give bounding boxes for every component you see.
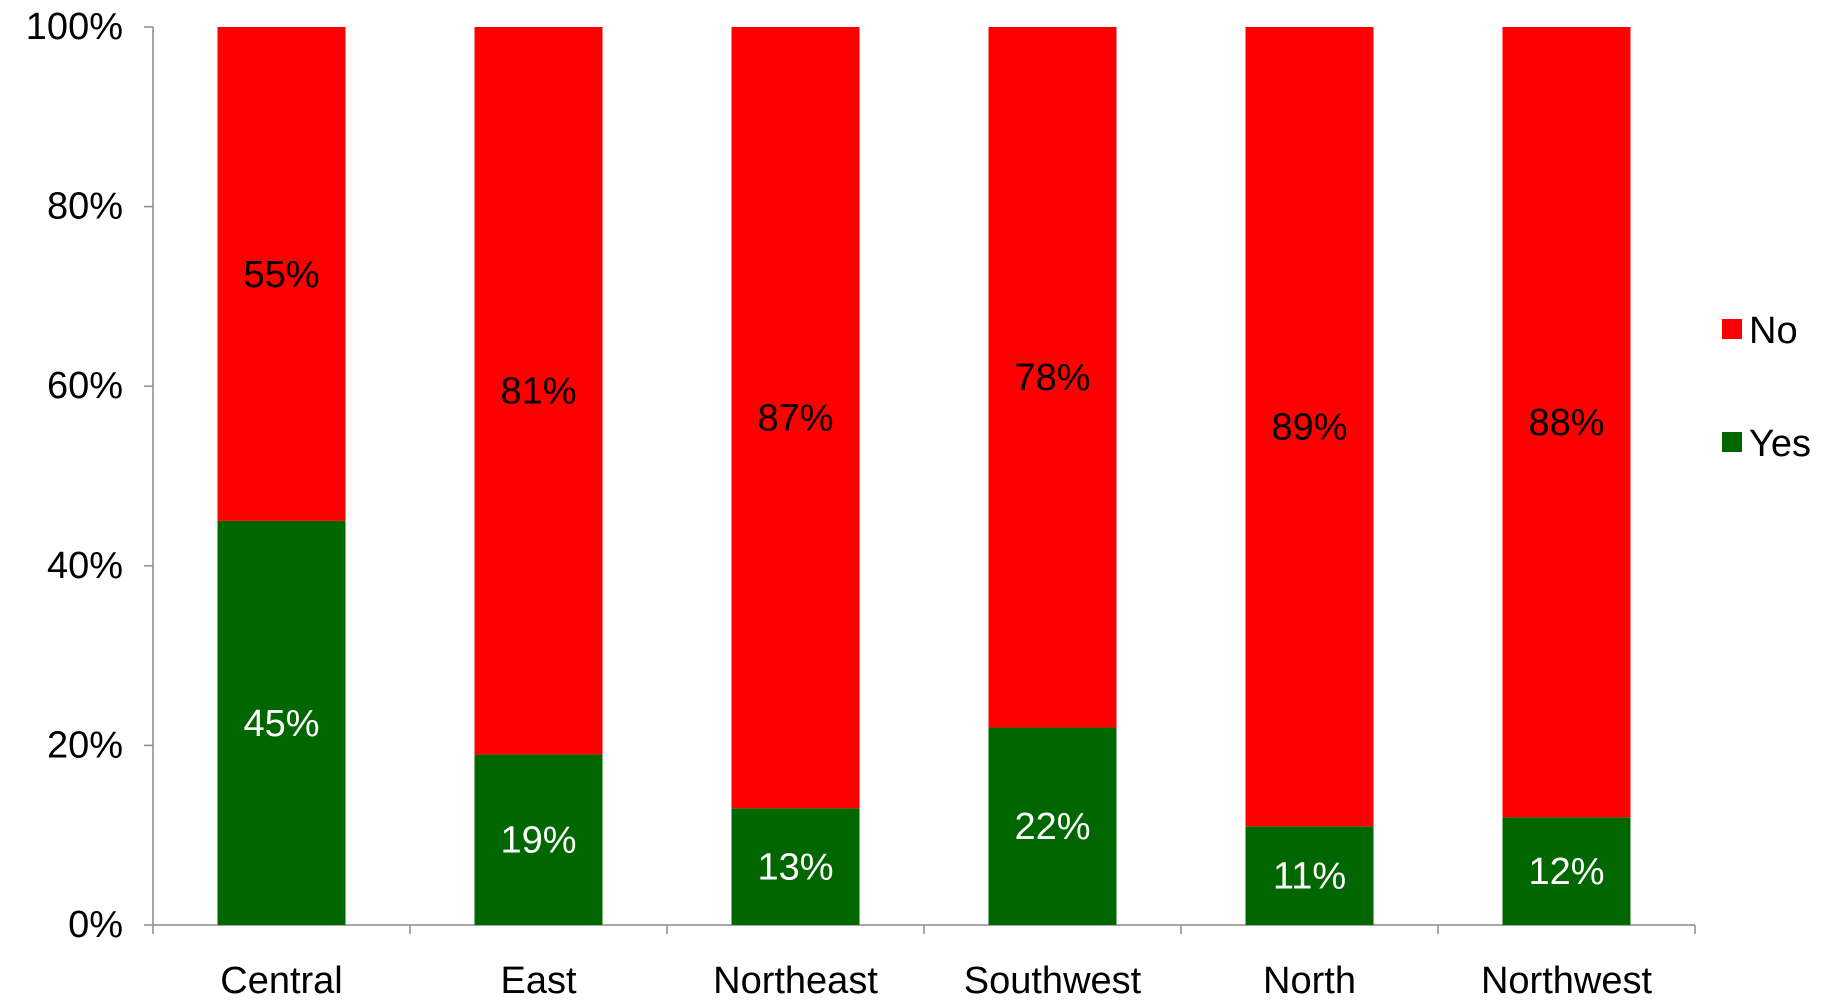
data-label: 81% [500,371,576,413]
x-tick-label: North [1263,960,1356,1002]
data-label: 88% [1528,402,1604,444]
x-tick-label: Central [220,960,343,1002]
data-label: 87% [757,398,833,440]
y-tick-label: 60% [47,365,123,407]
bar-no-southwest [988,27,1117,728]
bar-yes-northeast [731,808,860,925]
bar-no-northwest [1502,27,1631,818]
data-label: 19% [500,820,576,862]
data-label: 78% [1014,357,1090,399]
data-label: 13% [757,847,833,889]
legend-swatch-no [1722,319,1742,339]
bar-no-northeast [731,27,860,809]
y-tick-label: 80% [47,186,123,228]
bar-yes-east [474,754,603,925]
bar-yes-southwest [988,727,1117,925]
legend-label-no: No [1749,310,1798,352]
bar-no-east [474,27,603,755]
data-label: 55% [243,254,319,296]
x-tick-label: Northwest [1481,960,1652,1002]
bar-no-central [217,27,346,521]
data-label: 11% [1273,856,1346,898]
bar-no-north [1245,27,1374,827]
bar-yes-central [217,520,346,925]
y-tick-label: 0% [68,904,123,946]
bar-yes-north [1245,826,1374,925]
x-tick-label: Southwest [964,960,1142,1002]
y-tick-label: 40% [47,545,123,587]
data-label: 45% [243,703,319,745]
bar-yes-northwest [1502,817,1631,925]
y-tick-label: 100% [26,6,123,48]
data-label: 12% [1528,851,1604,893]
data-label: 22% [1014,806,1090,848]
data-label: 89% [1271,407,1347,449]
legend-swatch-yes [1722,432,1742,452]
legend-label-yes: Yes [1749,423,1811,465]
x-tick-label: Northeast [713,960,878,1002]
x-tick-label: East [500,960,576,1002]
y-tick-label: 20% [47,724,123,766]
